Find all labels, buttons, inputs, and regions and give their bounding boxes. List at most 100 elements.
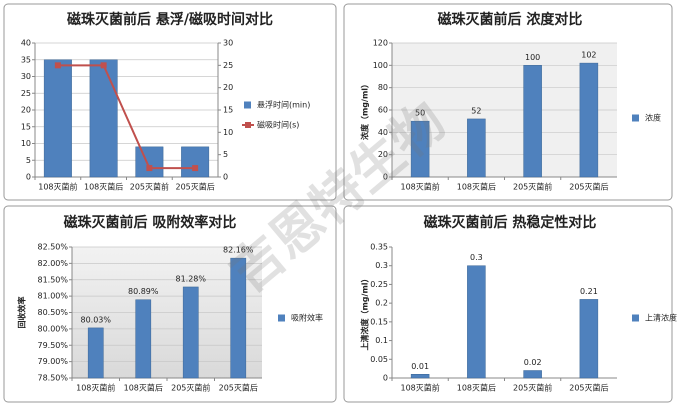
legend-swatch — [632, 114, 639, 122]
bar — [410, 120, 430, 178]
y-tick-label: 80.50% — [37, 308, 68, 317]
y-tick-label: 79.00% — [37, 357, 68, 366]
y-tick-label: 80.00% — [37, 324, 68, 333]
x-tick-label: 108灭菌前 — [400, 383, 439, 393]
x-tick-label: 205灭菌前 — [513, 182, 552, 192]
y-tick-label: 82.00% — [37, 259, 68, 268]
y-tick-label: 0.05 — [370, 355, 388, 364]
x-tick-label: 205灭菌后 — [175, 182, 214, 192]
marker — [146, 165, 153, 172]
data-label: 102 — [581, 51, 596, 60]
y-tick-label: 40 — [378, 128, 388, 137]
marker — [100, 62, 107, 69]
y-tick-label: 0.2 — [375, 299, 388, 308]
bar — [523, 65, 542, 178]
legend-label: 吸附效率 — [291, 313, 323, 323]
x-tick-label: 108灭菌前 — [76, 383, 115, 393]
data-label: 0.01 — [411, 362, 429, 371]
y-tick-label: 15 — [21, 122, 31, 131]
y-tick-label: 20 — [21, 106, 31, 115]
legend-marker — [245, 122, 251, 128]
chart-title: 磁珠灭菌前后 悬浮/磁吸时间对比 — [67, 11, 273, 28]
y-tick-label: 25 — [21, 89, 31, 98]
y-tick-label: 81.50% — [37, 275, 68, 284]
y-tick-label: 0 — [383, 173, 388, 182]
bar — [467, 265, 486, 379]
x-tick-label: 205灭菌后 — [569, 383, 608, 393]
bar — [135, 146, 164, 178]
y-tick-label: 0.25 — [370, 280, 388, 289]
x-tick-label: 205灭菌前 — [513, 383, 552, 393]
y2-tick-label: 25 — [223, 61, 233, 70]
data-label: 82.16% — [223, 246, 254, 255]
bar — [89, 59, 118, 178]
bar — [181, 146, 210, 178]
data-label: 81.28% — [175, 274, 206, 283]
chart-title: 磁珠灭菌前后 吸附效率对比 — [64, 214, 237, 231]
x-tick-label: 205灭菌后 — [219, 383, 258, 393]
y2-tick-label: 5 — [223, 150, 228, 159]
y-tick-label: 0.3 — [375, 261, 388, 270]
x-tick-label: 205灭菌前 — [130, 182, 169, 192]
bar — [182, 286, 199, 379]
y-tick-label: 79.50% — [37, 341, 68, 350]
bar — [579, 62, 599, 178]
legend-label: 磁吸时间(s) — [257, 120, 299, 130]
y-tick-label: 35 — [21, 55, 31, 64]
x-tick-label: 108灭菌后 — [84, 182, 123, 192]
bar — [523, 370, 542, 379]
y-tick-label: 0.15 — [370, 317, 388, 326]
bar — [230, 257, 247, 379]
y2-tick-label: 0 — [223, 173, 228, 182]
y-axis-label: 上清浓度（mg/ml） — [360, 274, 370, 350]
y-tick-label: 0.1 — [375, 336, 388, 345]
x-tick-label: 108灭菌前 — [400, 182, 439, 192]
chart-title: 磁珠灭菌前后 浓度对比 — [438, 11, 583, 28]
y-tick-label: 0 — [26, 173, 31, 182]
bar — [410, 374, 430, 379]
y-tick-label: 5 — [26, 156, 31, 165]
marker — [54, 62, 61, 69]
legend-swatch — [278, 314, 285, 322]
data-label: 0.02 — [524, 358, 542, 367]
bar — [43, 59, 72, 178]
data-label: 52 — [471, 106, 481, 115]
y-tick-label: 20 — [378, 150, 388, 159]
data-label: 100 — [525, 53, 540, 62]
y-tick-label: 0 — [383, 374, 388, 383]
chart-title: 磁珠灭菌前后 热稳定性对比 — [424, 214, 597, 231]
y-tick-label: 120 — [373, 39, 388, 48]
y-tick-label: 30 — [21, 72, 31, 81]
marker — [192, 165, 199, 172]
data-label: 80.89% — [128, 287, 159, 296]
x-tick-label: 108灭菌前 — [38, 182, 77, 192]
y-tick-label: 60 — [378, 106, 388, 115]
y-tick-label: 10 — [21, 139, 31, 148]
x-tick-label: 108灭菌后 — [124, 383, 163, 393]
y2-tick-label: 30 — [223, 39, 233, 48]
bar — [87, 327, 104, 379]
y-tick-label: 0.35 — [370, 243, 388, 252]
y-tick-label: 40 — [21, 39, 31, 48]
x-tick-label: 205灭菌前 — [171, 383, 210, 393]
y2-tick-label: 15 — [223, 106, 233, 115]
plot-area — [392, 247, 617, 378]
y-tick-label: 82.50% — [37, 243, 68, 252]
y2-tick-label: 10 — [223, 128, 233, 137]
charts: 磁珠灭菌前后 悬浮/磁吸时间对比 0 5 10 15 20 25 30 35 40 0 5 10 15 20… — [17, 11, 677, 393]
y-tick-label: 100 — [373, 61, 388, 70]
legend-label: 悬浮时间(min) — [257, 100, 310, 110]
y-tick-label: 81.00% — [37, 292, 68, 301]
legend-swatch — [632, 314, 639, 322]
data-label: 0.3 — [470, 253, 483, 262]
data-label: 80.03% — [80, 315, 111, 324]
bar — [579, 299, 599, 379]
data-label: 0.21 — [580, 287, 598, 296]
data-label: 50 — [415, 109, 425, 118]
x-tick-label: 108灭菌后 — [457, 182, 496, 192]
bar — [135, 299, 152, 379]
y2-tick-label: 20 — [223, 83, 233, 92]
x-tick-label: 108灭菌后 — [457, 383, 496, 393]
y-tick-label: 80 — [378, 83, 388, 92]
